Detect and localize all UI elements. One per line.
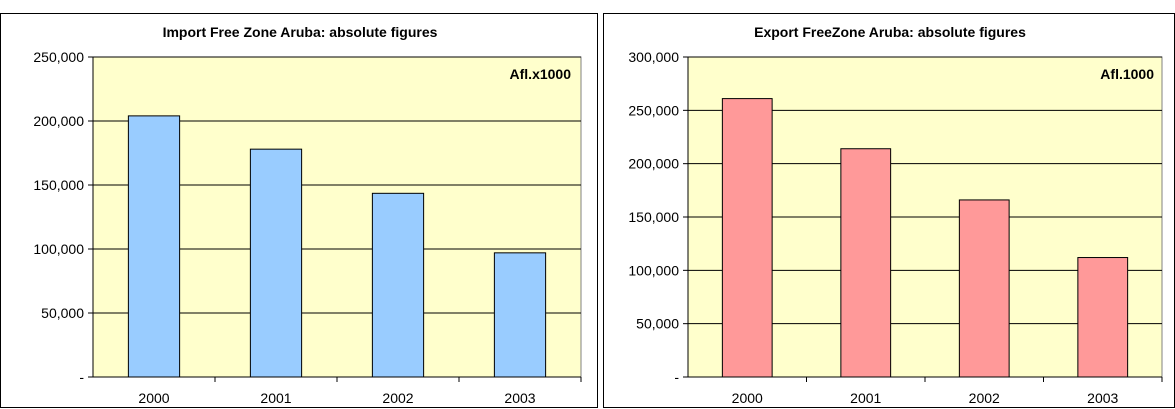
import-y-tick-label: 200,000: [33, 113, 84, 129]
import-bar-2003: [493, 252, 547, 378]
import-x-tick-label: 2003: [504, 390, 535, 406]
export-y-tick-label: -: [674, 369, 679, 385]
export-unit-label: Afl.1000: [1100, 66, 1154, 82]
import-x-tick-label: 2002: [382, 390, 413, 406]
import-y-tick-label: 100,000: [33, 241, 84, 257]
export-y-tick-label: 50,000: [636, 316, 679, 332]
export-bar-2000: [721, 98, 773, 378]
import-chart: Import Free Zone Aruba: absolute figures…: [33, 24, 582, 406]
import-x-tick-label: 2000: [138, 390, 169, 406]
import-chart-panel: Import Free Zone Aruba: absolute figures…: [0, 13, 598, 408]
export-chart-panel: Export FreeZone Aruba: absolute figures -…: [603, 13, 1175, 408]
import-chart-title: Import Free Zone Aruba: absolute figures: [163, 24, 438, 40]
export-x-tick-label: 2001: [850, 390, 881, 406]
export-y-tick-label: 150,000: [628, 209, 679, 225]
export-bar-2001: [840, 148, 892, 378]
export-y-tick-label: 200,000: [628, 156, 679, 172]
export-x-tick-label: 2002: [969, 390, 1000, 406]
export-y-tick-label: 250,000: [628, 102, 679, 118]
import-y-tick-label: 250,000: [33, 49, 84, 65]
import-bar-2000: [127, 115, 181, 378]
import-y-tick-label: -: [79, 369, 84, 385]
import-bar-2002: [371, 192, 425, 378]
import-bar-2001: [249, 148, 303, 378]
import-x-tick-label: 2001: [260, 390, 291, 406]
export-x-tick-label: 2000: [732, 390, 763, 406]
import-y-tick-label: 50,000: [41, 305, 84, 321]
import-unit-label: Afl.x1000: [510, 66, 572, 82]
export-bar-2002: [958, 199, 1010, 378]
export-y-tick-label: 300,000: [628, 49, 679, 65]
export-chart: Export FreeZone Aruba: absolute figures -…: [628, 24, 1163, 406]
export-x-tick-label: 2003: [1087, 390, 1118, 406]
export-chart-title: Export FreeZone Aruba: absolute figures: [754, 24, 1026, 40]
export-bar-2003: [1077, 257, 1129, 378]
export-y-tick-label: 100,000: [628, 262, 679, 278]
import-y-tick-label: 150,000: [33, 177, 84, 193]
